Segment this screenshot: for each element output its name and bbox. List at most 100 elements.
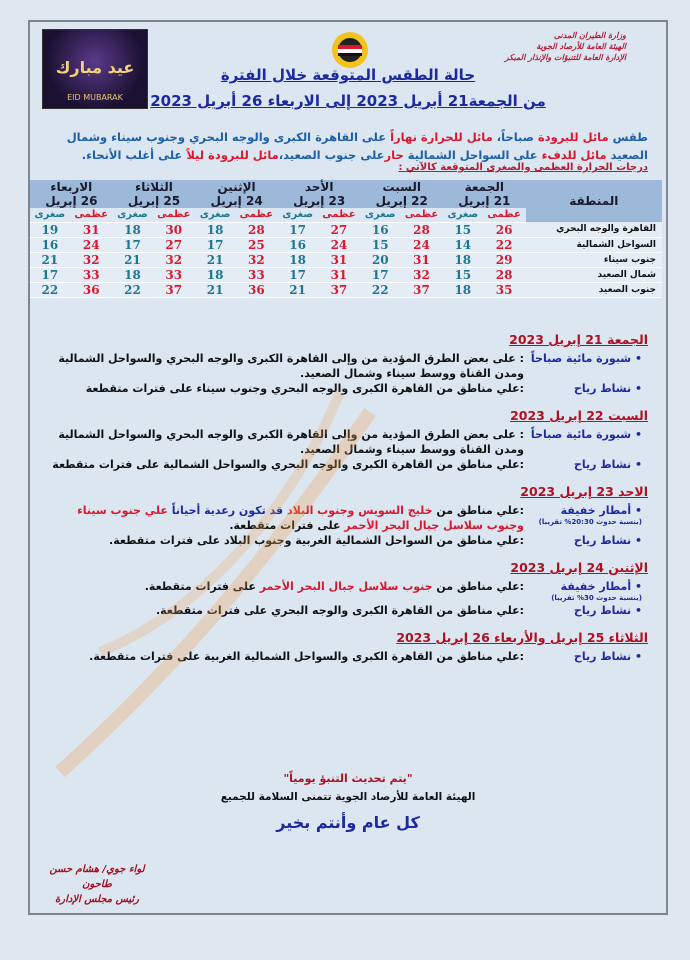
min-temp: 18 bbox=[112, 222, 153, 238]
max-temp: 31 bbox=[69, 222, 113, 238]
min-label: صغرى bbox=[277, 208, 318, 223]
min-temp: 15 bbox=[443, 222, 483, 238]
phenomenon-label: نشاط رياح bbox=[573, 650, 632, 663]
min-label: صغرى bbox=[195, 208, 235, 223]
max-temp: 36 bbox=[69, 282, 113, 298]
max-temp: 24 bbox=[69, 237, 113, 253]
phenomenon-label: أمطار خفيفة bbox=[560, 580, 632, 593]
min-temp: 18 bbox=[195, 222, 235, 238]
min-temp: 21 bbox=[277, 282, 318, 298]
min-temp: 16 bbox=[360, 222, 400, 238]
forecast-item: نشاط رياح :علي مناطق من القاهرة الكبرى وا… bbox=[44, 381, 642, 396]
forecast-text: :علي مناطق من القاهرة الكبرى والوجه البح… bbox=[155, 604, 524, 617]
region-name: جنوب سيناء bbox=[525, 252, 662, 268]
region-name: القاهرة والوجه البحري bbox=[525, 222, 662, 238]
day-header: السبت 22 إبريل bbox=[360, 180, 444, 208]
forecast-item: نشاط رياح:علي مناطق من القاهرة الكبرى وا… bbox=[44, 649, 642, 664]
max-temp: 29 bbox=[482, 252, 526, 268]
day-forecast: الاحد 23 إبريل 2023 أمطار خفيفة(بنسبة حدو… bbox=[44, 484, 648, 548]
table-row: جنوب الصعيد 35 18 37 22 37 21 36 21 37 22 36 22 bbox=[30, 282, 662, 298]
max-temp: 24 bbox=[400, 237, 444, 253]
max-temp: 28 bbox=[234, 222, 278, 238]
period-subtitle: من الجمعة21 أبريل 2023 إلى الاربعاء 26 أ… bbox=[150, 92, 546, 110]
min-temp: 15 bbox=[443, 267, 483, 283]
forecast-item: نشاط رياح:علي مناطق من السواحل الشمالية … bbox=[44, 533, 642, 548]
min-temp: 17 bbox=[360, 267, 400, 283]
day-heading: الجمعة 21 إبريل 2023 bbox=[509, 332, 648, 347]
max-temp: 32 bbox=[69, 252, 113, 268]
forecast-item: نشاط رياح:علي مناطق من القاهرة الكبرى وا… bbox=[44, 457, 642, 472]
day-header: الأحد 23 إبريل bbox=[277, 180, 361, 208]
min-temp: 21 bbox=[195, 252, 235, 268]
day-forecast: الجمعة 21 إبريل 2023 شبورة مائية صباحاً : … bbox=[44, 332, 648, 396]
forecast-document: وزارة الطيران المدنى الهيئة العامة للأرص… bbox=[28, 20, 668, 915]
max-temp: 30 bbox=[152, 222, 196, 238]
day-heading: السبت 22 إبريل 2023 bbox=[510, 408, 648, 423]
min-temp: 21 bbox=[112, 252, 153, 268]
day-heading: الإثنين 24 إبريل 2023 bbox=[510, 560, 648, 575]
probability-note: (بنسبة حدوث 20:30% تقريبا) bbox=[538, 518, 642, 526]
phenomenon-label: شبورة مائية صباحاً bbox=[530, 352, 632, 365]
min-temp: 18 bbox=[112, 267, 153, 283]
region-header: المنطقة bbox=[525, 180, 662, 222]
max-temp: 37 bbox=[317, 282, 361, 298]
min-label: صغرى bbox=[112, 208, 153, 223]
max-temp: 28 bbox=[482, 267, 526, 283]
max-temp: 32 bbox=[400, 267, 444, 283]
probability-note: (بنسبة حدوث 30% تقريبا) bbox=[551, 594, 642, 602]
forecast-text: :علي مناطق من جنوب سلاسل جبال البحر الأح… bbox=[144, 580, 524, 593]
table-row: القاهرة والوجه البحري 26 15 28 16 27 17 28 18 30 1… bbox=[30, 222, 662, 238]
page-title: حالة الطقس المتوقعة خلال الفترة bbox=[220, 66, 476, 84]
max-label: عظمى bbox=[482, 208, 526, 223]
max-temp: 31 bbox=[400, 252, 444, 268]
phenomenon-label: نشاط رياح bbox=[573, 604, 632, 617]
forecast-item: نشاط رياح :علي مناطق من القاهرة الكبرى وا… bbox=[44, 603, 642, 618]
min-label: صغرى bbox=[443, 208, 483, 223]
forecast-text: :علي مناطق من القاهرة الكبرى والوجه البح… bbox=[85, 382, 524, 395]
table-row: السواحل الشمالية 22 14 24 15 24 16 25 17 27 17 24 16 bbox=[30, 237, 662, 253]
table-row: شمال الصعيد 28 15 32 17 31 17 33 18 33 18 33 17 bbox=[30, 267, 662, 283]
max-temp: 27 bbox=[317, 222, 361, 238]
max-temp: 33 bbox=[152, 267, 196, 283]
forecast-text: : على بعض الطرق المؤدية من وإلى القاهرة … bbox=[58, 352, 524, 380]
max-temp: 31 bbox=[317, 252, 361, 268]
forecast-item: شبورة مائية صباحاً: على بعض الطرق المؤدي… bbox=[44, 427, 642, 457]
forecast-item: شبورة مائية صباحاً : على بعض الطرق المؤدي… bbox=[44, 351, 642, 381]
forecast-item: أمطار خفيفة(بنسبة حدوث 30% تقريبا) :علي م… bbox=[44, 579, 642, 603]
day-header: الإثنين 24 إبريل bbox=[195, 180, 278, 208]
forecast-text: :علي مناطق من خليج السويس وجنوب البلاد ق… bbox=[77, 504, 524, 532]
daily-forecasts: الجمعة 21 إبريل 2023 شبورة مائية صباحاً : … bbox=[44, 332, 648, 676]
min-label: صغرى bbox=[360, 208, 400, 223]
min-temp: 14 bbox=[443, 237, 483, 253]
min-temp: 16 bbox=[30, 237, 70, 253]
min-temp: 22 bbox=[112, 282, 153, 298]
min-temp: 22 bbox=[30, 282, 70, 298]
min-temp: 18 bbox=[443, 252, 483, 268]
general-summary: طقس مائل للبرودة صباحاً، مائل للحرارة نه… bbox=[66, 130, 648, 162]
footer: "يتم تحديث التنبؤ يومياً" الهيئة العامة … bbox=[220, 772, 476, 832]
max-temp: 24 bbox=[317, 237, 361, 253]
max-temp: 25 bbox=[234, 237, 278, 253]
day-header: الاربعاء 26 إبريل bbox=[30, 180, 113, 208]
min-temp: 18 bbox=[443, 282, 483, 298]
temperature-table: المنطقة الجمعة 21 إبريل السبت 22 إبريل الأحد 2… bbox=[30, 180, 662, 298]
phenomenon-label: نشاط رياح bbox=[573, 382, 632, 395]
min-temp: 17 bbox=[30, 267, 70, 283]
day-forecast: السبت 22 إبريل 2023 شبورة مائية صباحاً: ع… bbox=[44, 408, 648, 472]
max-temp: 35 bbox=[482, 282, 526, 298]
max-label: عظمى bbox=[400, 208, 444, 223]
min-temp: 17 bbox=[112, 237, 153, 253]
region-name: السواحل الشمالية bbox=[525, 237, 662, 253]
day-header: الثلاثاء 25 إبريل bbox=[112, 180, 196, 208]
max-temp: 37 bbox=[152, 282, 196, 298]
day-heading: الاحد 23 إبريل 2023 bbox=[520, 484, 648, 499]
max-temp: 37 bbox=[400, 282, 444, 298]
min-label: صغرى bbox=[30, 208, 70, 223]
min-temp: 17 bbox=[277, 267, 318, 283]
max-label: عظمى bbox=[234, 208, 278, 223]
min-temp: 17 bbox=[195, 237, 235, 253]
forecast-text: :علي مناطق من القاهرة الكبرى والوجه البح… bbox=[52, 458, 524, 471]
region-name: شمال الصعيد bbox=[525, 267, 662, 283]
day-header: الجمعة 21 إبريل bbox=[443, 180, 526, 208]
max-temp: 28 bbox=[400, 222, 444, 238]
